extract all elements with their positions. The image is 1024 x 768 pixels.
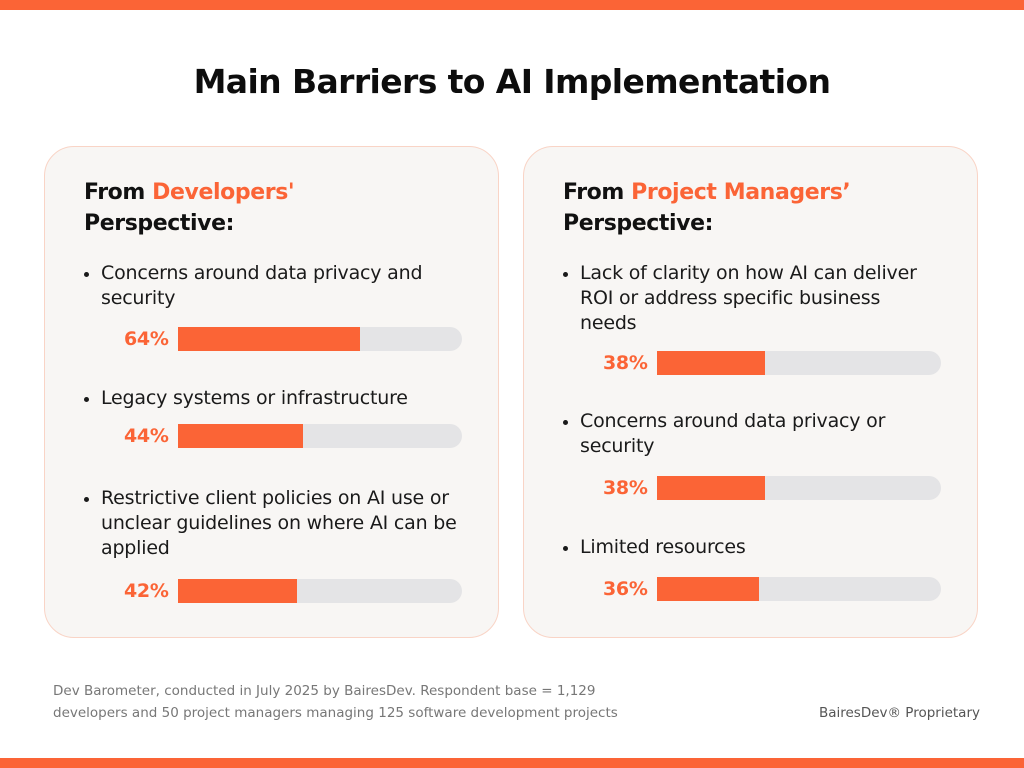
bullet-item: Legacy systems or infrastructure [84, 386, 461, 411]
heading-accent: Project Managers’ [631, 180, 851, 205]
project-managers-card-heading: From Project Managers’ Perspective: [563, 177, 851, 239]
bar-label: 42% [124, 580, 169, 602]
project-managers-card: From Project Managers’ Perspective: Lack… [523, 146, 978, 638]
bar-track [178, 579, 462, 603]
heading-suffix: Perspective: [84, 211, 235, 236]
bullet-item: Limited resources [563, 535, 940, 560]
developers-card: From Developers' Perspective: Concerns a… [44, 146, 499, 638]
bar-track [657, 476, 941, 500]
developers-card-heading: From Developers' Perspective: [84, 177, 295, 239]
page-title: Main Barriers to AI Implementation [193, 62, 831, 101]
bar-label: 64% [124, 328, 169, 350]
bar-fill [657, 476, 765, 500]
bar-label: 44% [124, 425, 169, 447]
bar-fill [657, 351, 765, 375]
bar-fill [657, 577, 760, 601]
bar-track [178, 327, 462, 351]
footnote-line: developers and 50 project managers manag… [53, 705, 618, 721]
bar-fill [178, 327, 360, 351]
bar-track [657, 351, 941, 375]
bar-track [178, 424, 462, 448]
bottom-accent-bar [0, 758, 1024, 768]
top-accent-bar [0, 0, 1024, 10]
bullet-item: Concerns around data privacy or security [563, 409, 940, 459]
bar-label: 38% [603, 477, 648, 499]
bar-fill [178, 579, 298, 603]
heading-accent: Developers' [152, 180, 295, 205]
bar-fill [178, 424, 303, 448]
bullet-item: Concerns around data privacy and securit… [84, 261, 461, 311]
heading-prefix: From [563, 180, 632, 205]
bar-label: 36% [603, 578, 648, 600]
bullet-item: Restrictive client policies on AI use or… [84, 486, 461, 561]
heading-prefix: From [84, 180, 153, 205]
bullet-item: Lack of clarity on how AI can deliver RO… [563, 261, 940, 336]
footnote-line: Dev Barometer, conducted in July 2025 by… [53, 683, 596, 699]
bar-track [657, 577, 941, 601]
bar-label: 38% [603, 352, 648, 374]
proprietary-label: BairesDev® Proprietary [818, 705, 980, 721]
source-footnote: Dev Barometer, conducted in July 2025 by… [53, 680, 673, 724]
heading-suffix: Perspective: [563, 211, 714, 236]
